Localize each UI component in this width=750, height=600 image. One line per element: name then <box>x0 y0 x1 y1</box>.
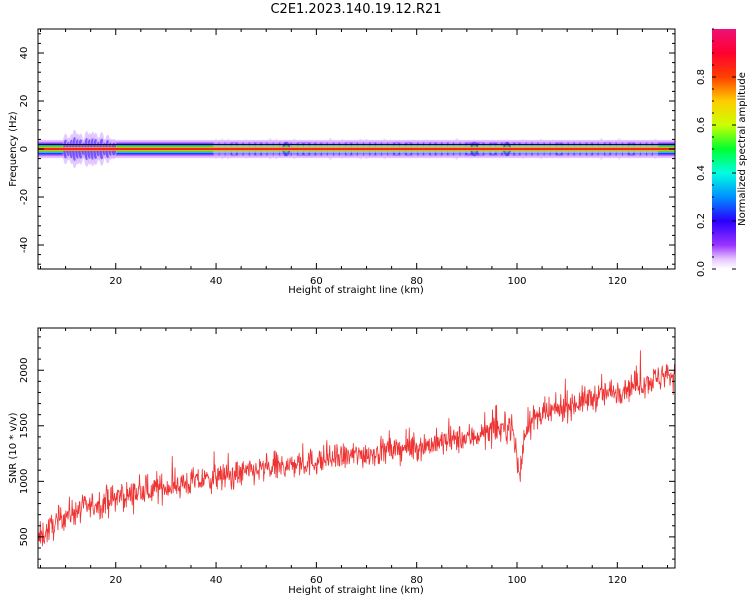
snr-x-tick-label: 20 <box>109 575 122 586</box>
colorbar-gradient <box>712 29 736 269</box>
colorbar-ticks: 0.0 0.2 0.4 0.6 0.8 <box>696 28 736 277</box>
colorbar-tick-label: 0.2 <box>696 213 707 229</box>
snr-y-tick-label: 1500 <box>19 413 30 438</box>
spectrogram-y-tick-label: -20 <box>19 189 30 205</box>
colorbar-tick-label: 0.6 <box>696 117 707 133</box>
spectrogram-y-axis-label: Frequency (Hz) <box>8 111 19 187</box>
spectrogram-y-tick-label: 40 <box>19 47 30 60</box>
spectrogram-x-tick-label: 120 <box>608 276 627 287</box>
snr-x-axis-label: Height of straight line (km) <box>288 585 424 596</box>
snr-y-tick-label: 500 <box>19 527 30 546</box>
spectrogram-x-ticks: 20 40 60 80 100 120 <box>40 29 668 287</box>
snr-y-tick-label: 2000 <box>19 357 30 382</box>
spectrogram-x-tick-label: 20 <box>109 276 122 287</box>
snr-series-line <box>38 350 675 547</box>
chart-title: C2E1.2023.140.19.12.R21 <box>270 2 442 17</box>
snr-panel: 20 40 60 80 100 120 500 1000 1500 2000 Height of… <box>8 327 676 596</box>
snr-y-ticks: 500 1000 1500 2000 <box>19 336 675 560</box>
spectrogram-x-tick-label: 60 <box>310 276 323 287</box>
snr-y-tick-label: 1000 <box>19 469 30 494</box>
spectrogram-x-tick-label: 40 <box>210 276 223 287</box>
snr-x-ticks: 20 40 60 80 100 120 <box>40 328 668 586</box>
spectrogram-y-ticks: -40 -20 0 20 40 <box>19 33 675 265</box>
spectrogram-x-tick-label: 100 <box>507 276 526 287</box>
spectrogram-core-hot <box>38 148 675 150</box>
spectrogram-y-tick-label: 0 <box>19 146 30 152</box>
snr-x-tick-label: 100 <box>507 575 526 586</box>
spectrogram-x-tick-label: 80 <box>410 276 423 287</box>
spectrogram-marks <box>38 129 675 169</box>
snr-x-tick-label: 60 <box>310 575 323 586</box>
spectrogram-y-tick-label: -40 <box>19 237 30 253</box>
snr-x-tick-label: 40 <box>210 575 223 586</box>
snr-x-tick-label: 80 <box>410 575 423 586</box>
spectrogram-panel: 20 40 60 80 100 120 -40 -20 0 20 40 Height of str… <box>8 28 676 296</box>
snr-x-tick-label: 120 <box>608 575 627 586</box>
colorbar-tick-label: 0.0 <box>696 261 707 277</box>
colorbar: 0.0 0.2 0.4 0.6 0.8 Normalized spectral ampl… <box>696 28 748 277</box>
spectrogram-x-axis-label: Height of straight line (km) <box>288 285 424 296</box>
snr-y-axis-label: SNR (10 * v/v) <box>8 412 19 483</box>
colorbar-label: Normalized spectral amplitude <box>737 72 748 226</box>
colorbar-tick-label: 0.8 <box>696 69 707 85</box>
colorbar-tick-label: 0.4 <box>696 165 707 181</box>
spectrogram-y-tick-label: 20 <box>19 95 30 108</box>
